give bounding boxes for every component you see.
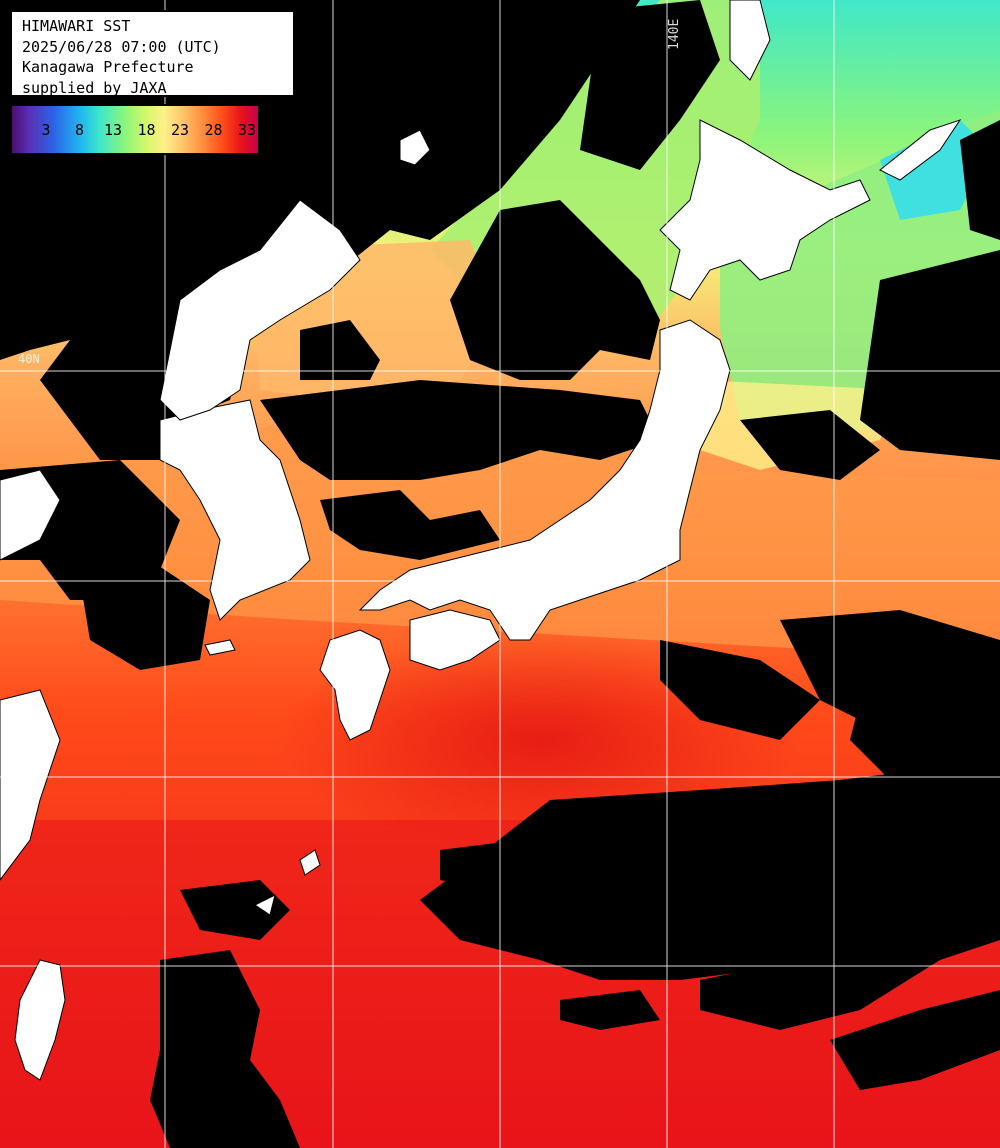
scale-label-28: 28 <box>204 121 223 139</box>
land <box>0 0 962 1081</box>
lon-label-140e: 140E <box>667 18 682 50</box>
lat-label-30n: 30N <box>18 758 40 772</box>
land-ryukyu-1 <box>299 849 321 876</box>
scale-label-23: 23 <box>170 121 190 139</box>
scale-label-33: 33 <box>237 121 257 139</box>
land-shikoku <box>409 609 501 671</box>
land-china-coast-south <box>0 689 61 881</box>
map-region: Kanagawa Prefecture <box>22 58 194 76</box>
scale-label-8: 8 <box>74 121 85 139</box>
temperature-scale: 3 8 13 18 23 28 33 <box>10 104 260 155</box>
land-kyushu <box>319 629 391 741</box>
info-panel: HIMAWARI SST 2025/06/28 07:00 (UTC) Kana… <box>10 10 295 97</box>
land-ryukyu-2 <box>254 894 276 916</box>
land-sakhalin <box>729 0 771 81</box>
scale-label-3: 3 <box>41 121 51 139</box>
land-island-ulleung <box>399 129 431 166</box>
lat-label-40n: 40N <box>18 352 40 366</box>
scale-label-18: 18 <box>137 121 156 139</box>
land-kurils <box>879 119 962 181</box>
scale-labels: 3 8 13 18 23 28 33 <box>12 121 258 139</box>
land-china-coast <box>0 469 61 561</box>
land-taiwan <box>14 959 66 1081</box>
land-korean-peninsula <box>159 399 311 621</box>
land-continent-north <box>159 199 361 421</box>
land-honshu <box>358 319 731 641</box>
land-jeju <box>204 639 236 656</box>
land-hokkaido <box>659 119 871 301</box>
map-title: HIMAWARI SST <box>22 17 131 35</box>
map-datetime: 2025/06/28 07:00 (UTC) <box>22 37 221 56</box>
map-credit: supplied by JAXA <box>22 78 167 97</box>
scale-label-13: 13 <box>103 121 123 139</box>
